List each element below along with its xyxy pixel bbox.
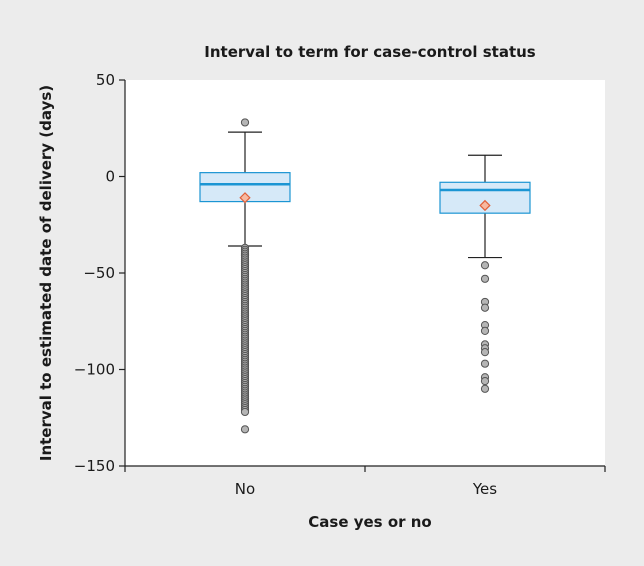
plot-area bbox=[125, 80, 605, 466]
outlier-point bbox=[240, 407, 250, 417]
x-tick-label: Yes bbox=[472, 480, 497, 498]
outlier-point bbox=[480, 274, 490, 283]
outlier-point bbox=[480, 303, 490, 312]
box-yes bbox=[439, 154, 531, 393]
outlier-point bbox=[240, 425, 250, 434]
chart-title: Interval to term for case-control status bbox=[204, 43, 536, 61]
y-tick-label: −100 bbox=[74, 361, 115, 379]
box-iqr bbox=[439, 181, 531, 214]
outlier-point bbox=[480, 261, 490, 270]
y-axis-title: Interval to estimated date of delivery (… bbox=[37, 85, 55, 461]
x-axis-ticks: No Yes bbox=[124, 466, 606, 498]
mean-marker bbox=[239, 192, 251, 204]
y-tick-label: 50 bbox=[96, 71, 115, 89]
y-axis-ticks: 50 0 −50 −100 −150 bbox=[74, 71, 125, 475]
y-tick-label: −50 bbox=[83, 264, 115, 282]
box-no bbox=[199, 118, 291, 434]
boxplot-series bbox=[199, 118, 531, 434]
outlier-point bbox=[480, 326, 490, 335]
outlier-point bbox=[480, 376, 490, 386]
outlier-point bbox=[480, 384, 490, 393]
x-axis-title: Case yes or no bbox=[308, 513, 431, 531]
y-tick-label: 0 bbox=[105, 168, 115, 186]
outlier-point bbox=[480, 359, 490, 368]
x-tick-label: No bbox=[235, 480, 255, 498]
y-tick-label: −150 bbox=[74, 457, 115, 475]
mean-marker bbox=[479, 199, 491, 212]
outlier-point bbox=[480, 348, 490, 357]
outlier-point bbox=[240, 118, 250, 127]
